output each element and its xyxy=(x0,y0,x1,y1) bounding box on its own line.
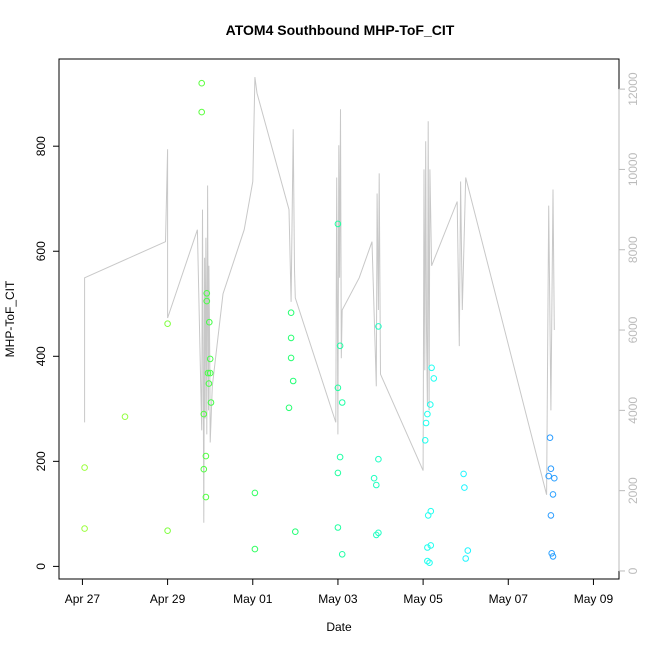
data-point xyxy=(422,419,430,427)
y-axis-left: 0 200 400 600 800 xyxy=(34,136,60,570)
data-point xyxy=(164,527,171,535)
data-point xyxy=(547,512,555,519)
data-point xyxy=(427,507,435,515)
data-point xyxy=(287,334,295,342)
data-point xyxy=(548,550,556,557)
y-tick-label: 600 xyxy=(34,241,48,261)
data-point xyxy=(287,309,295,317)
data-point xyxy=(461,484,468,491)
x-tick-label: May 03 xyxy=(318,592,358,606)
series-line xyxy=(84,77,555,523)
data-point xyxy=(334,524,342,531)
data-point xyxy=(375,529,382,537)
data-point xyxy=(251,545,259,553)
y-tick-label: 400 xyxy=(34,346,48,366)
data-point xyxy=(428,364,435,372)
data-point xyxy=(206,355,214,363)
data-point xyxy=(375,455,382,463)
data-point xyxy=(287,354,295,362)
data-point xyxy=(549,553,557,560)
data-point xyxy=(289,377,297,385)
data-point xyxy=(81,525,88,532)
data-point xyxy=(430,375,438,382)
x-axis-label: Date xyxy=(326,620,352,634)
data-point xyxy=(285,404,293,412)
data-point xyxy=(547,465,555,473)
y-right-tick-label: 8000 xyxy=(626,236,640,263)
y-right-tick-label: 10000 xyxy=(626,152,640,186)
data-point xyxy=(203,290,211,297)
x-tick-label: May 07 xyxy=(489,592,529,606)
data-point xyxy=(206,369,214,377)
data-point xyxy=(292,528,299,536)
data-point xyxy=(204,369,212,377)
x-tick-label: May 05 xyxy=(403,592,443,606)
data-point xyxy=(424,544,431,551)
data-point xyxy=(202,493,210,501)
data-point xyxy=(251,489,259,497)
y-tick-label: 0 xyxy=(34,563,48,570)
scatter-points xyxy=(81,79,558,567)
y-tick-label: 800 xyxy=(34,136,48,156)
data-point xyxy=(200,410,208,418)
data-point xyxy=(334,384,342,392)
data-point xyxy=(336,453,344,461)
line-series-right-axis xyxy=(84,77,555,523)
data-point xyxy=(464,547,472,554)
data-point xyxy=(198,108,205,116)
data-point xyxy=(202,452,210,460)
data-point xyxy=(373,481,380,489)
chart-title: ATOM4 Southbound MHP-ToF_CIT xyxy=(226,22,455,38)
data-point xyxy=(164,320,171,328)
data-point xyxy=(551,474,558,482)
data-point xyxy=(460,470,467,478)
data-point xyxy=(427,542,435,549)
x-tick-label: Apr 27 xyxy=(65,592,101,606)
data-point xyxy=(334,469,342,477)
x-axis: Apr 27 Apr 29 May 01 May 03 May 05 May 07 May … xyxy=(65,578,614,606)
y-right-tick-label: 0 xyxy=(626,567,640,574)
y-axis-right: 0 2000 4000 6000 8000 10000 12000 xyxy=(618,72,640,574)
plot-frame xyxy=(58,58,620,580)
y-tick-label: 200 xyxy=(34,451,48,471)
y-right-tick-label: 12000 xyxy=(626,72,640,106)
data-point xyxy=(375,323,382,330)
y-right-tick-label: 6000 xyxy=(626,316,640,343)
data-point xyxy=(81,464,88,471)
x-tick-label: May 01 xyxy=(233,592,273,606)
data-point xyxy=(370,474,378,482)
data-point xyxy=(198,79,205,87)
x-tick-label: May 09 xyxy=(574,592,614,606)
data-point xyxy=(207,399,215,406)
y-right-tick-label: 4000 xyxy=(626,397,640,424)
data-point xyxy=(549,491,557,498)
data-point xyxy=(336,342,344,350)
data-point xyxy=(203,297,211,305)
y-right-tick-label: 2000 xyxy=(626,477,640,504)
data-point xyxy=(421,437,429,444)
data-point xyxy=(373,531,380,539)
y-axis-label: MHP-ToF_CIT xyxy=(3,280,17,357)
data-point xyxy=(546,434,554,442)
data-point xyxy=(334,220,342,228)
x-tick-label: Apr 29 xyxy=(150,592,186,606)
data-point xyxy=(200,465,208,473)
data-point xyxy=(545,472,553,480)
data-point xyxy=(206,318,213,326)
data-point xyxy=(121,413,129,421)
data-point xyxy=(424,410,431,418)
data-point xyxy=(426,559,433,567)
data-point xyxy=(338,399,346,406)
data-point xyxy=(462,555,470,562)
data-point xyxy=(205,380,213,387)
data-point xyxy=(338,551,346,558)
data-point xyxy=(427,401,434,408)
